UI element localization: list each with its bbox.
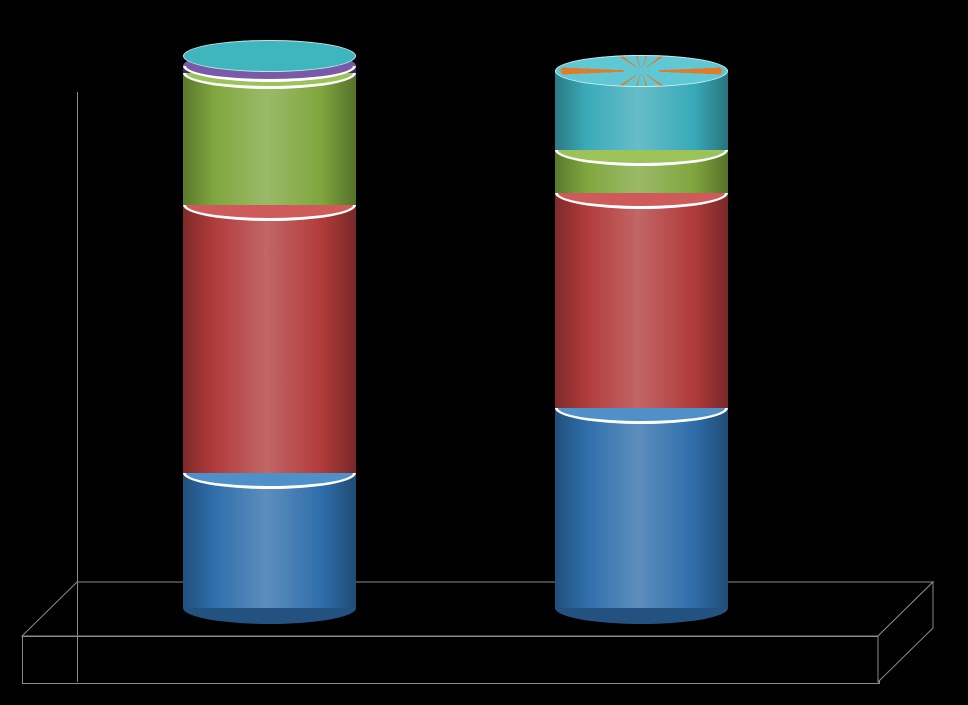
segment-red <box>555 193 728 408</box>
floor-side-svg <box>878 582 935 684</box>
y-axis <box>77 92 78 682</box>
segment-teal <box>183 56 356 66</box>
segment-red <box>183 205 356 473</box>
segment-body <box>183 473 356 608</box>
segment-blue <box>183 473 356 608</box>
segment-green <box>183 73 356 205</box>
cylinder-top-rim <box>555 55 728 87</box>
floor-front <box>22 636 880 684</box>
segment-cyan <box>555 71 728 150</box>
segment-body <box>555 193 728 408</box>
cylinder-top-rim <box>183 40 356 72</box>
floor-top-svg <box>22 582 935 638</box>
segment-blue <box>555 408 728 608</box>
segment-body <box>183 205 356 473</box>
chart-stage <box>0 0 968 705</box>
segment-body <box>555 408 728 608</box>
segment-body <box>183 73 356 205</box>
